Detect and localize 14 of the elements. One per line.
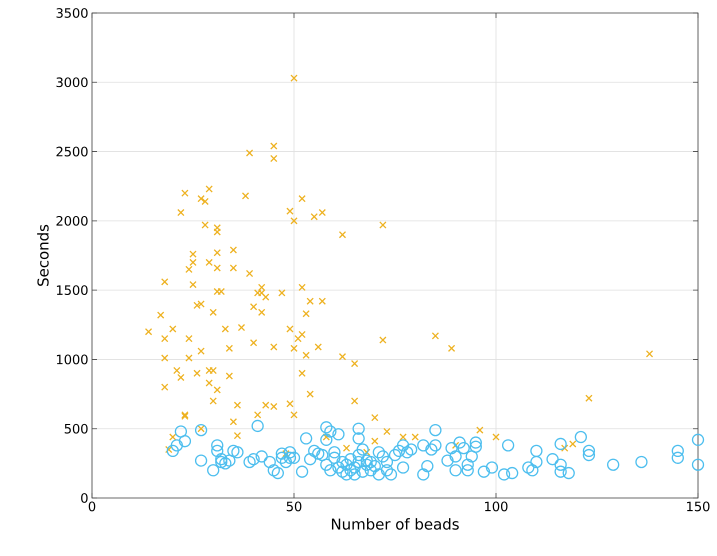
y-axis-title: Seconds: [37, 224, 49, 286]
y-tick-label: 3500: [56, 8, 88, 18]
y-tick-label: 500: [64, 424, 88, 434]
y-tick-label: 1500: [56, 285, 88, 296]
x-tick-label: 50: [286, 502, 302, 512]
x-tick-label: 0: [88, 502, 96, 512]
y-tick-label: 2500: [56, 146, 88, 156]
x-tick-label: 100: [485, 502, 508, 512]
y-tick-label: 0: [81, 493, 88, 503]
x-axis-title: Number of beads: [332, 518, 459, 530]
x-tick-label: 150: [687, 502, 710, 512]
y-tick-label: 2000: [56, 216, 88, 226]
y-tick-label: 1000: [56, 354, 88, 364]
y-tick-label: 3000: [56, 77, 88, 88]
